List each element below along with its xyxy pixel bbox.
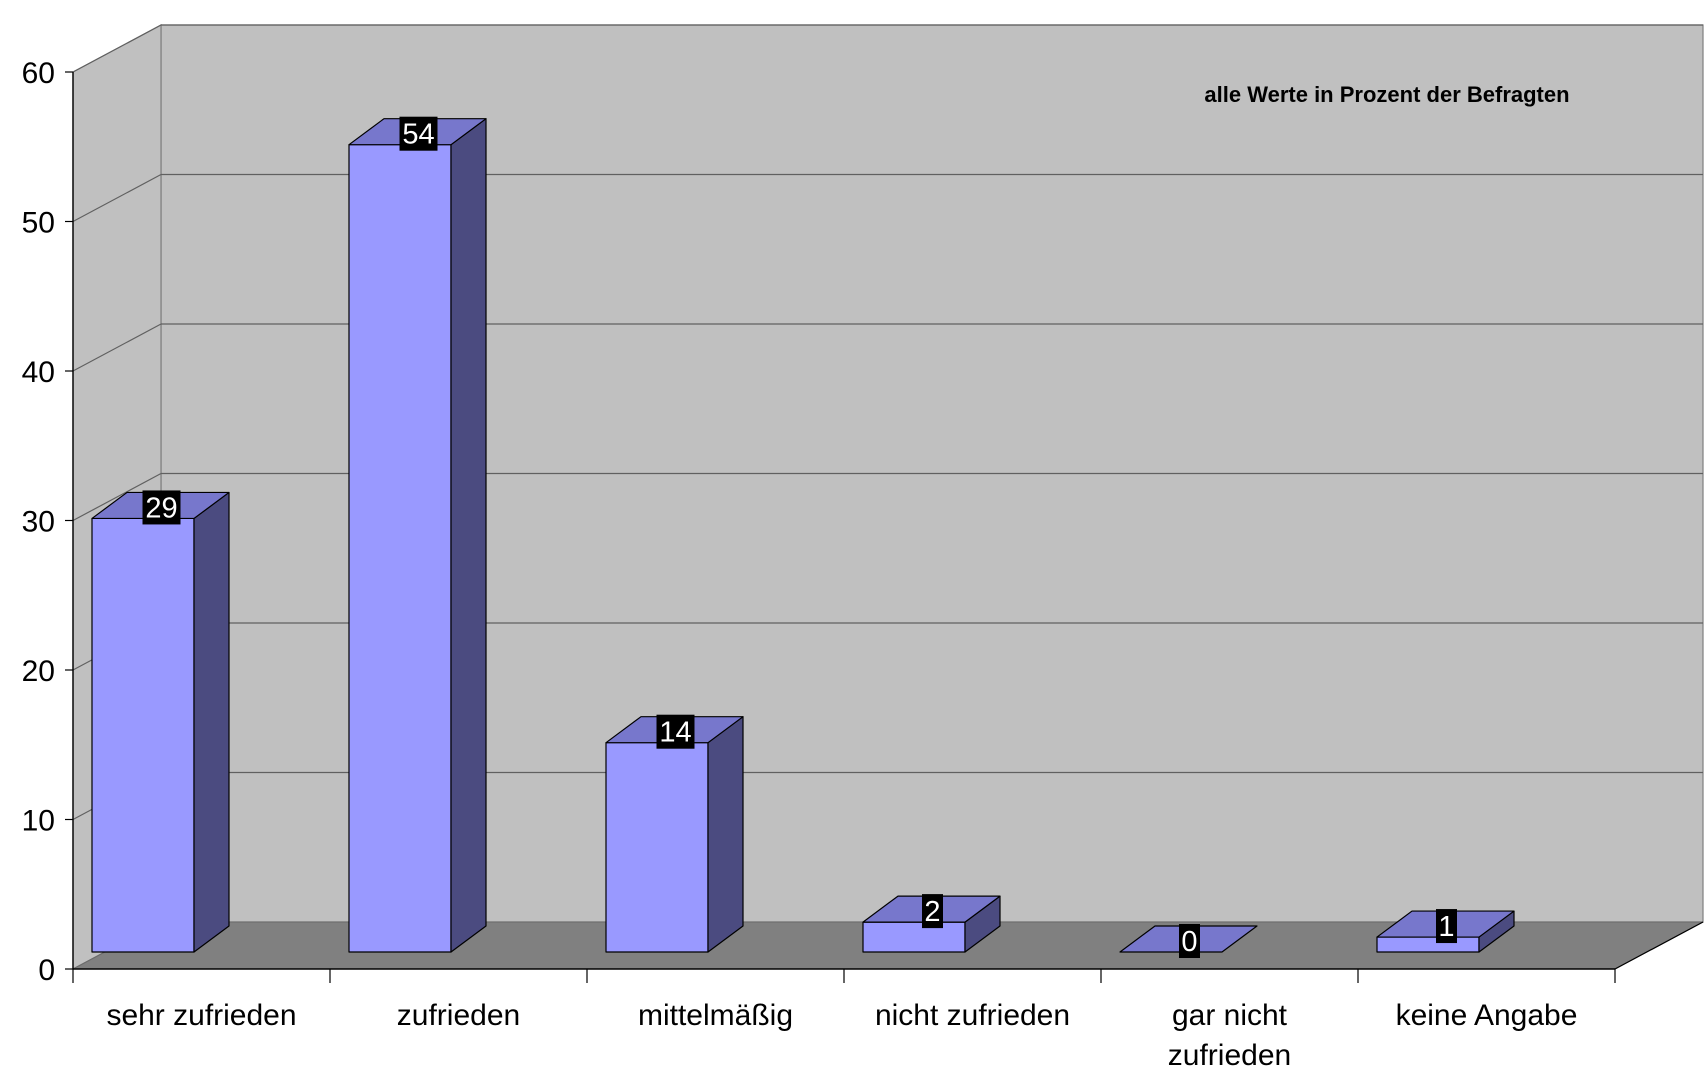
chart-walls — [72, 23, 1704, 971]
bars — [91, 118, 1515, 953]
data-label-text: 14 — [659, 717, 691, 749]
y-tick-label: 50 — [22, 207, 55, 240]
data-label-box — [656, 714, 695, 749]
data-label-box — [142, 490, 181, 525]
bar — [91, 491, 230, 953]
floor-edge — [1614, 921, 1704, 970]
bar — [605, 716, 744, 953]
data-label-text: 29 — [145, 492, 177, 524]
data-label-box — [1179, 924, 1200, 958]
data-label-box — [1436, 909, 1457, 944]
data-label-text: 2 — [924, 896, 940, 928]
y-tick-label: 20 — [22, 655, 55, 688]
y-tick-label: 40 — [22, 356, 55, 389]
x-category-label: sehr zufrieden — [106, 999, 296, 1032]
x-category-label: keine Angabe — [1396, 999, 1578, 1032]
bar-side — [450, 118, 487, 953]
bar — [348, 118, 487, 953]
bar-front — [862, 921, 966, 953]
data-label-text: 0 — [1181, 926, 1197, 958]
data-label-box — [922, 894, 943, 929]
y-tick-label: 30 — [22, 506, 55, 539]
data-label: 1 — [1436, 909, 1457, 944]
data-label: 2 — [922, 894, 943, 929]
bar-side — [193, 491, 230, 953]
gridline-depth — [72, 173, 162, 223]
data-label: 29 — [142, 490, 181, 525]
gridline-depth — [72, 472, 162, 522]
gridline-depth — [72, 323, 162, 372]
gridline-depth — [72, 24, 162, 73]
data-label: 0 — [1179, 924, 1200, 958]
x-category-label: zufrieden — [397, 999, 520, 1032]
bar-front — [348, 144, 452, 953]
chart-annotation: alle Werte in Prozent der Befragten — [1204, 82, 1569, 107]
bar-front — [605, 742, 709, 953]
bar-front — [91, 517, 195, 953]
data-label-text: 54 — [402, 119, 434, 151]
bar-front — [1376, 936, 1480, 953]
data-label-text: 1 — [1438, 911, 1454, 943]
bar-side — [707, 716, 744, 953]
data-label: 14 — [656, 714, 695, 749]
data-label-box — [399, 116, 438, 151]
x-category-label: gar nicht zufrieden — [1168, 999, 1291, 1072]
y-tick-label: 0 — [38, 954, 55, 987]
data-labels: 29 54 14 2 0 1 — [142, 116, 1457, 958]
y-tick-label: 10 — [22, 805, 55, 838]
x-category-label: nicht zufrieden — [875, 999, 1070, 1032]
data-label: 54 — [399, 116, 438, 151]
x-category-label: mittelmäßig — [638, 999, 793, 1032]
y-tick-label: 60 — [22, 57, 55, 90]
